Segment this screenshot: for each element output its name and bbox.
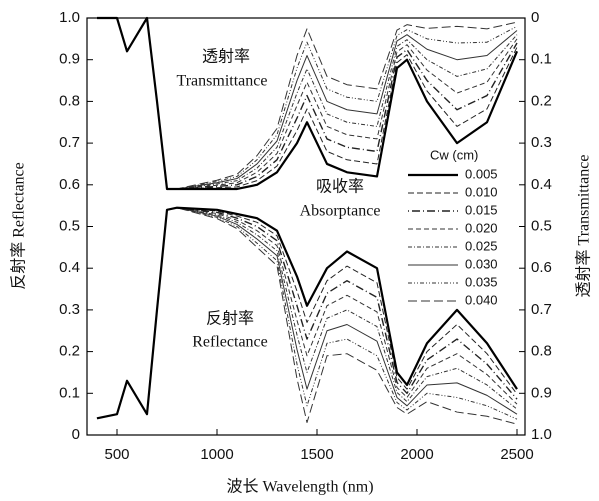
y2-tick-label: 0.5	[531, 217, 552, 234]
y2-tick-label: 1.0	[531, 426, 552, 443]
y2-tick-label: 0.4	[531, 176, 552, 193]
y-tick-label: 0.6	[59, 176, 80, 193]
reflectance-line	[96, 206, 518, 420]
y-tick-label: 0.1	[59, 384, 80, 401]
transmittance-line	[97, 17, 518, 190]
y2-tick-label: 0.9	[531, 384, 552, 401]
y-tick-label: 0.3	[59, 301, 80, 318]
y-tick-label: 0.4	[59, 259, 80, 276]
transmittance-line	[97, 17, 518, 190]
x-tick-label: 500	[104, 446, 129, 463]
annotation: Transmittance	[177, 73, 268, 90]
legend-label: 0.035	[465, 274, 498, 289]
annotation: Absorptance	[300, 203, 381, 220]
legend-label: 0.020	[465, 220, 498, 235]
annotation: Reflectance	[192, 334, 268, 351]
y2-tick-label: 0.3	[531, 134, 552, 151]
transmittance-line	[97, 17, 518, 190]
x-axis-label: 波长 Wavelength (nm)	[226, 478, 373, 496]
transmittance-line	[97, 16, 519, 191]
legend-label: 0.025	[465, 238, 498, 253]
legend-label: 0.010	[465, 184, 498, 199]
plot-frame	[86, 17, 526, 436]
legend-label: 0.005	[465, 166, 498, 181]
x-tick-label: 1000	[200, 446, 233, 463]
y2-tick-label: 0.6	[531, 259, 552, 276]
y2-tick-label: 0.1	[531, 51, 552, 68]
x-tick-label: 2500	[500, 446, 533, 463]
y-tick-label: 1.0	[59, 9, 80, 26]
transmittance-line	[97, 17, 518, 190]
legend-label: 0.015	[465, 202, 498, 217]
transmittance-line	[97, 17, 518, 190]
legend-label: 0.030	[465, 256, 498, 271]
legend-label: 0.040	[465, 292, 498, 307]
annotation: 反射率	[206, 310, 254, 328]
x-tick-label: 2000	[400, 446, 433, 463]
y-tick-label: 0.7	[59, 134, 80, 151]
reflectance-line	[96, 207, 518, 425]
y2-tick-label: 0.2	[531, 92, 552, 109]
annotation: 透射率	[202, 48, 250, 66]
x-tick-label: 1500	[300, 446, 333, 463]
y2-tick-label: 0.7	[531, 301, 552, 318]
y-axis-label: 反射率 Reflectance	[10, 162, 28, 290]
y-tick-label: 0.9	[59, 51, 80, 68]
y2-axis-label: 透射率 Transmittance	[575, 155, 593, 298]
y-tick-label: 0.2	[59, 343, 80, 360]
y2-tick-label: 0	[531, 9, 539, 26]
y-tick-label: 0	[72, 426, 80, 443]
y2-tick-label: 0.8	[531, 343, 552, 360]
y-tick-label: 0.8	[59, 92, 80, 109]
legend-title: Cw (cm)	[430, 147, 478, 162]
annotation: 吸收率	[316, 178, 364, 196]
y-tick-label: 0.5	[59, 217, 80, 234]
transmittance-line	[97, 17, 518, 190]
transmittance-line	[97, 17, 518, 190]
